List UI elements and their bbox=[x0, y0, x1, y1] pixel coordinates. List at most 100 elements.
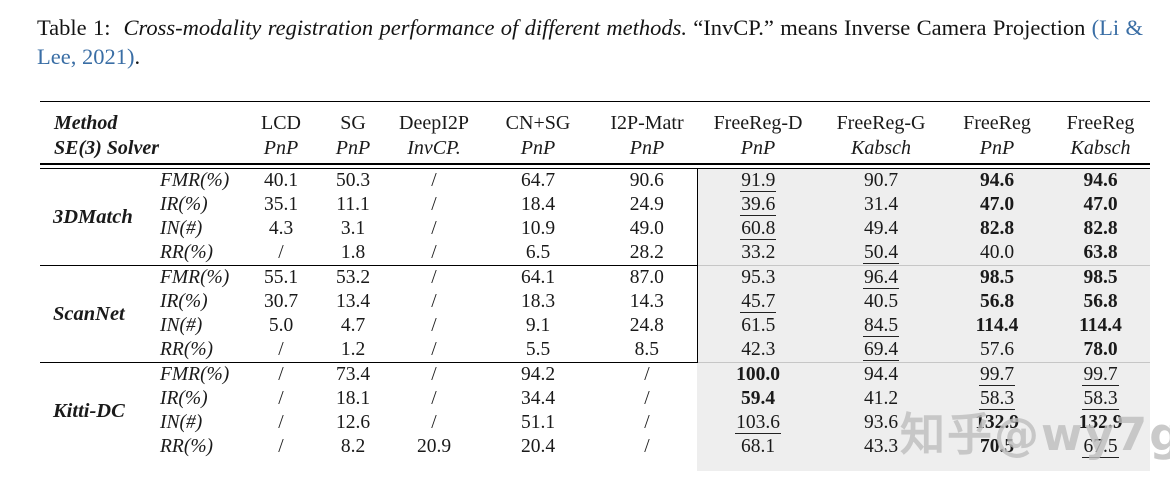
value-text: 40.5 bbox=[863, 290, 899, 312]
value-cell: 96.4 bbox=[819, 264, 943, 290]
value-text: 114.4 bbox=[1079, 314, 1122, 336]
table-row: IN(#) / 12.6 / 51.1 / 103.6 93.6 132.9 132.9 bbox=[40, 410, 1150, 435]
column-header-method-2: DeepI2P bbox=[389, 101, 479, 136]
value-text: 90.7 bbox=[863, 169, 899, 191]
value-text: 40.1 bbox=[263, 169, 299, 191]
value-text: / bbox=[431, 193, 437, 215]
metric-label: FMR(%) bbox=[160, 361, 245, 387]
value-cell: 90.6 bbox=[597, 168, 698, 193]
value-cell: 82.8 bbox=[943, 216, 1051, 241]
value-cell: 39.6 bbox=[697, 192, 819, 217]
value-text: 70.5 bbox=[979, 435, 1015, 457]
value-cell: 90.7 bbox=[819, 168, 943, 193]
column-header-method-6: FreeReg-G bbox=[819, 101, 943, 136]
value-text: 35.1 bbox=[263, 193, 299, 215]
value-text: 47.0 bbox=[979, 193, 1015, 215]
shade-spacer-row bbox=[40, 458, 1150, 471]
value-cell: / bbox=[245, 241, 317, 266]
value-cell: 10.9 bbox=[479, 217, 597, 241]
value-cell: 64.1 bbox=[479, 264, 597, 290]
value-text: 100.0 bbox=[736, 363, 780, 385]
table-row: IR(%) / 18.1 / 34.4 / 59.4 41.2 58.3 58.3 bbox=[40, 386, 1150, 411]
value-cell: 8.2 bbox=[317, 435, 389, 459]
value-cell: 67.5 bbox=[1051, 434, 1150, 459]
value-cell: 50.3 bbox=[317, 169, 389, 193]
value-text: 49.4 bbox=[863, 217, 899, 239]
value-text: 98.5 bbox=[979, 266, 1015, 288]
table-row: Kitti-DC FMR(%) / 73.4 / 94.2 / 100.0 94.4 99.7 99… bbox=[40, 361, 1150, 459]
citation-link[interactable]: (Li & Lee, 2021) bbox=[37, 15, 1143, 70]
value-text: / bbox=[431, 266, 437, 288]
table-row: 3DMatch FMR(%) 40.1 50.3 / 64.7 90.6 91.9 90.7 94… bbox=[40, 168, 1150, 228]
value-cell: 5.0 bbox=[245, 314, 317, 338]
value-cell: 30.7 bbox=[245, 290, 317, 314]
value-text: 90.6 bbox=[629, 169, 664, 191]
value-cell: 94.6 bbox=[943, 168, 1051, 193]
value-text: 10.9 bbox=[520, 217, 556, 239]
value-cell: 94.4 bbox=[819, 361, 943, 387]
metric-label: IR(%) bbox=[160, 387, 208, 409]
value-text: / bbox=[278, 363, 284, 385]
value-text: 34.4 bbox=[520, 387, 556, 409]
value-text: 53.2 bbox=[335, 266, 371, 288]
value-text: 51.1 bbox=[520, 411, 556, 433]
value-text: / bbox=[431, 290, 437, 312]
column-header-solver-6: Kabsch bbox=[851, 137, 911, 159]
value-text: 55.1 bbox=[263, 266, 299, 288]
caption-emphasis: Cross-modality registration performance … bbox=[123, 15, 687, 40]
value-text: / bbox=[431, 411, 437, 433]
metric-label: FMR(%) bbox=[160, 264, 245, 290]
value-cell: / bbox=[245, 361, 317, 387]
value-cell: 68.1 bbox=[697, 434, 819, 459]
value-text: / bbox=[644, 411, 650, 433]
value-text: 98.5 bbox=[1083, 266, 1118, 288]
value-text: / bbox=[278, 338, 284, 360]
value-cell: / bbox=[597, 435, 697, 459]
value-cell: 103.6 bbox=[697, 410, 819, 435]
value-text: 60.8 bbox=[740, 217, 777, 240]
value-cell: / bbox=[389, 387, 479, 411]
value-text: / bbox=[278, 387, 284, 409]
metric-label: IN(#) bbox=[160, 314, 203, 336]
table-caption: Table 1: Cross-modality registration perf… bbox=[37, 13, 1143, 72]
value-text: 50.4 bbox=[862, 241, 900, 264]
column-header-solver-0: PnP bbox=[263, 137, 299, 159]
value-cell: 114.4 bbox=[943, 313, 1051, 338]
value-cell: 98.5 bbox=[943, 264, 1051, 290]
value-text: 6.5 bbox=[525, 241, 551, 263]
table-row: IN(#) 4.3 3.1 / 10.9 49.0 60.8 49.4 82.8 82.8 bbox=[40, 216, 1150, 241]
value-cell: 18.3 bbox=[479, 290, 597, 314]
table-row: IN(#) 5.0 4.7 / 9.1 24.8 61.5 84.5 114.4 114.4 bbox=[40, 313, 1150, 338]
value-text: 1.8 bbox=[340, 241, 366, 263]
value-cell: 4.7 bbox=[317, 314, 389, 338]
value-text: 68.1 bbox=[740, 435, 776, 457]
value-cell: / bbox=[389, 241, 479, 266]
value-text: / bbox=[644, 435, 650, 457]
column-header-solver-1: PnP bbox=[335, 137, 371, 159]
value-cell: 87.0 bbox=[597, 264, 698, 290]
column-header-method-5: FreeReg-D bbox=[697, 101, 819, 136]
value-cell: 57.6 bbox=[943, 337, 1051, 362]
value-text: 28.2 bbox=[629, 241, 664, 263]
value-text: 50.3 bbox=[335, 169, 371, 191]
value-text: 11.1 bbox=[336, 193, 370, 215]
value-text: 67.5 bbox=[1082, 435, 1119, 458]
column-header-solver-4: PnP bbox=[629, 137, 665, 159]
value-cell: 99.7 bbox=[1051, 361, 1150, 387]
value-text: 31.4 bbox=[863, 193, 899, 215]
value-cell: / bbox=[389, 361, 479, 387]
value-cell: / bbox=[389, 314, 479, 338]
table-row: RR(%) / 1.2 / 5.5 8.5 42.3 69.4 57.6 78.0 bbox=[40, 337, 1150, 362]
value-cell: 94.2 bbox=[479, 361, 597, 387]
metric-label: IN(#) bbox=[160, 411, 203, 433]
value-text: 73.4 bbox=[335, 363, 371, 385]
value-text: / bbox=[431, 387, 437, 409]
caption-period: . bbox=[134, 44, 141, 70]
value-cell: / bbox=[597, 387, 697, 411]
value-text: / bbox=[431, 314, 437, 336]
value-cell: 34.4 bbox=[479, 387, 597, 411]
value-text: 82.8 bbox=[979, 217, 1015, 239]
caption-label: Table 1: bbox=[37, 15, 111, 40]
results-table: Method LCD SG DeepI2P CN+SG I2P-Matr FreeReg-… bbox=[40, 101, 1150, 471]
